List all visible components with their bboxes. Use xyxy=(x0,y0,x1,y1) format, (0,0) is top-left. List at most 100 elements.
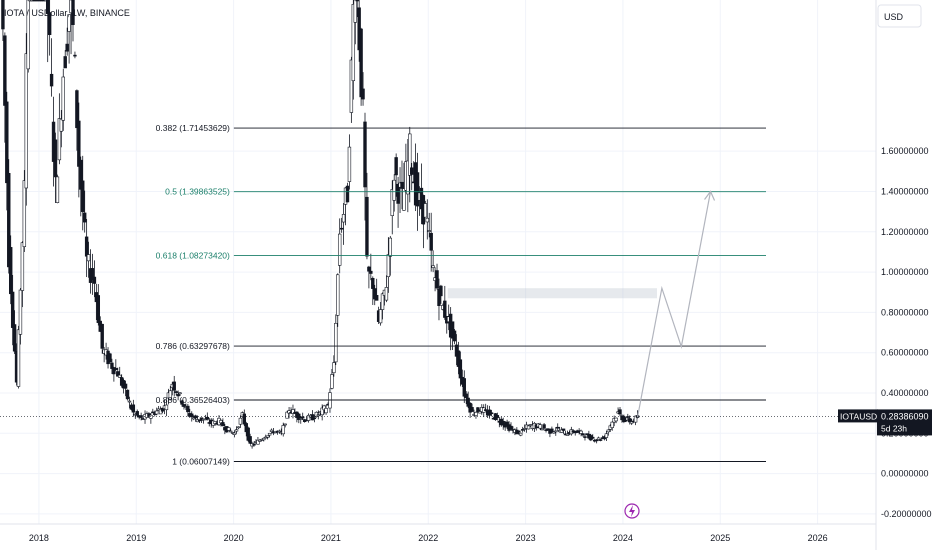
candle-body xyxy=(118,374,122,378)
price-axis-tick-label: 1.20000000 xyxy=(881,227,929,237)
candle-body xyxy=(59,118,64,132)
candle-body xyxy=(388,237,393,257)
candle-body xyxy=(322,405,326,411)
candle-body xyxy=(369,270,373,274)
price-axis-tick-label: 1.60000000 xyxy=(881,146,929,156)
price-axis-tick-label: -0.20000000 xyxy=(881,509,932,519)
candle-body xyxy=(604,433,609,438)
candle-body xyxy=(79,159,83,190)
fib-level-label: 1 (0.06007149) xyxy=(172,457,230,467)
candle-body xyxy=(256,439,260,445)
candle-body xyxy=(561,428,566,431)
candle-body xyxy=(371,277,375,289)
currency-button-label[interactable]: USD xyxy=(884,12,904,22)
time-axis-tick-label: 2020 xyxy=(224,533,244,543)
resistance-zone-rect[interactable] xyxy=(447,288,657,299)
price-tag-symbol-box xyxy=(838,409,878,423)
candle-body xyxy=(283,423,287,426)
candle-body xyxy=(429,232,433,251)
candle-body xyxy=(402,188,406,211)
price-axis[interactable]: 1.60000000 1.40000000 1.20000000 1.00000000… xyxy=(881,146,932,519)
candle-body xyxy=(312,417,317,420)
lightning-event-icon[interactable] xyxy=(624,503,640,519)
candle-body xyxy=(160,407,165,412)
candle-body xyxy=(337,233,342,266)
candle-body xyxy=(172,381,176,391)
event-icon-bolt[interactable] xyxy=(629,505,635,517)
candle-body xyxy=(526,425,531,430)
price-axis-tick-label: 1.00000000 xyxy=(881,267,929,277)
candle-body xyxy=(9,247,13,295)
candle-body xyxy=(26,0,30,70)
candle-body xyxy=(155,410,159,415)
symbol-title: IOTA / USDollar, 1W, BINANCE xyxy=(4,8,130,18)
candle-body xyxy=(519,432,523,436)
candle-body xyxy=(456,350,461,367)
fib-level-label: 0.786 (0.63297678) xyxy=(156,341,230,351)
candle-body xyxy=(538,424,542,429)
candle-body xyxy=(544,429,548,431)
fibonacci-levels[interactable]: 0.382 (1.71453629) 0.5 (1.39863525) 0.618 … xyxy=(156,123,766,467)
candle-body xyxy=(123,383,128,389)
candle-body xyxy=(390,189,394,216)
candle-body xyxy=(116,371,120,377)
candle-body xyxy=(540,428,544,431)
candle-body xyxy=(581,433,585,436)
currency-button-frame[interactable] xyxy=(877,4,922,28)
candle-body xyxy=(386,254,391,278)
candle-body xyxy=(353,0,357,23)
resistance-zone[interactable] xyxy=(447,288,657,299)
candle-body xyxy=(176,394,180,397)
time-axis[interactable]: 2018 2019 2020 2021 2022 2023 2024 2025 2026 xyxy=(29,533,828,543)
candle-body xyxy=(509,425,513,430)
candle-body xyxy=(435,270,439,289)
candle-body xyxy=(633,415,638,423)
candle-body xyxy=(474,412,478,416)
candle-body xyxy=(164,404,169,411)
candle-body xyxy=(246,427,250,441)
candle-body xyxy=(359,28,363,98)
candle-body xyxy=(71,0,75,25)
candle-body xyxy=(248,436,252,444)
time-axis-tick-label: 2019 xyxy=(126,533,146,543)
time-axis-tick-label: 2018 xyxy=(29,533,49,543)
candle-body xyxy=(191,417,196,420)
candle-body xyxy=(65,43,69,52)
candle-body xyxy=(410,167,414,175)
candle-body xyxy=(334,323,338,363)
candle-body xyxy=(367,266,371,272)
candle-body xyxy=(400,181,404,189)
candle-body xyxy=(182,404,186,407)
candle-body xyxy=(127,400,132,403)
candle-body xyxy=(168,390,173,400)
candle-body xyxy=(591,436,595,439)
candle-body xyxy=(5,101,9,184)
projection-line[interactable] xyxy=(636,191,712,418)
projection-path[interactable] xyxy=(636,190,716,418)
candle-body xyxy=(316,414,320,417)
candle-body xyxy=(462,378,466,397)
candle-body xyxy=(550,428,554,433)
time-axis-tick-label: 2023 xyxy=(516,533,536,543)
price-axis-tick-label: 0.40000000 xyxy=(881,388,929,398)
candle-body xyxy=(598,439,603,441)
candle-body xyxy=(351,4,356,82)
candle-body xyxy=(437,288,441,306)
candle-body xyxy=(180,400,184,405)
currency-button[interactable]: USD xyxy=(877,4,922,28)
candle-body xyxy=(75,90,79,129)
candle-body xyxy=(112,367,116,375)
candle-body xyxy=(281,425,285,435)
candle-body xyxy=(483,409,488,411)
candle-body xyxy=(96,295,101,323)
candle-body xyxy=(53,139,58,178)
price-axis-tick-label: 0.80000000 xyxy=(881,307,929,317)
candle-body xyxy=(406,160,410,195)
candle-body xyxy=(470,407,474,412)
candle-body xyxy=(332,362,336,374)
candle-body xyxy=(232,432,237,435)
candle-body xyxy=(110,362,114,369)
candle-body xyxy=(520,429,525,431)
